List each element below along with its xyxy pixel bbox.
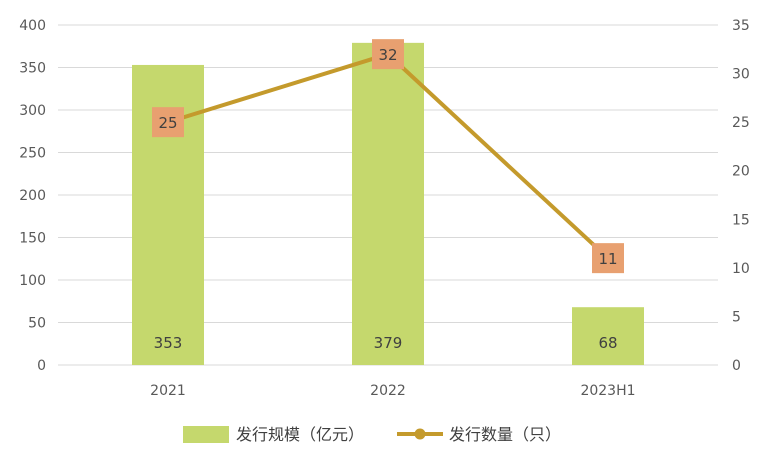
y-right-tick-label: 20 — [732, 164, 750, 180]
bar-data-label: 379 — [374, 334, 403, 352]
y-right-tick-label: 25 — [732, 115, 750, 131]
line-data-label: 32 — [378, 46, 397, 64]
legend-line-label: 发行数量（只） — [449, 425, 561, 444]
legend-bar-label: 发行规模（亿元） — [236, 425, 364, 444]
bar-data-label: 353 — [154, 334, 183, 352]
y-left-tick-label: 350 — [19, 61, 46, 77]
y-left-tick-label: 50 — [28, 316, 46, 332]
legend-line-marker — [414, 428, 426, 440]
y-right-tick-label: 15 — [732, 212, 750, 228]
line-data-label: 25 — [158, 114, 177, 132]
x-tick-label: 2023H1 — [580, 383, 635, 399]
y-right-tick-label: 10 — [732, 261, 750, 277]
line-data-label-box — [372, 39, 404, 70]
y-left-tick-label: 100 — [19, 273, 46, 289]
y-left-tick-label: 250 — [19, 146, 46, 162]
line-series: 25 32 11 — [152, 39, 624, 274]
x-tick-label: 2021 — [150, 383, 186, 399]
line-data-label: 11 — [598, 250, 617, 268]
y-right-tick-label: 0 — [732, 358, 741, 374]
y-right-tick-label: 35 — [732, 18, 750, 34]
y-left-tick-label: 300 — [19, 103, 46, 119]
legend: 发行规模（亿元） 发行数量（只） — [183, 425, 561, 444]
y-right-tick-label: 5 — [732, 309, 741, 325]
legend-bar-swatch — [183, 426, 229, 443]
y-right-tick-label: 30 — [732, 67, 750, 83]
y-left-tick-label: 150 — [19, 231, 46, 247]
y-left-tick-label: 0 — [37, 358, 46, 374]
bar — [352, 42, 424, 365]
line-data-label-box — [592, 243, 624, 274]
bar — [572, 307, 644, 365]
line-data-label-box — [152, 107, 184, 138]
y-left-tick-label: 200 — [19, 188, 46, 204]
x-tick-label: 2022 — [370, 383, 406, 399]
axes: 0 50 100 150 200 250 300 350 400 0 5 10 15 20 25 30 35 20… — [19, 18, 750, 399]
bar-data-label: 68 — [598, 334, 617, 352]
bar-series: 353 379 68 — [132, 42, 644, 365]
y-left-tick-label: 400 — [19, 18, 46, 34]
